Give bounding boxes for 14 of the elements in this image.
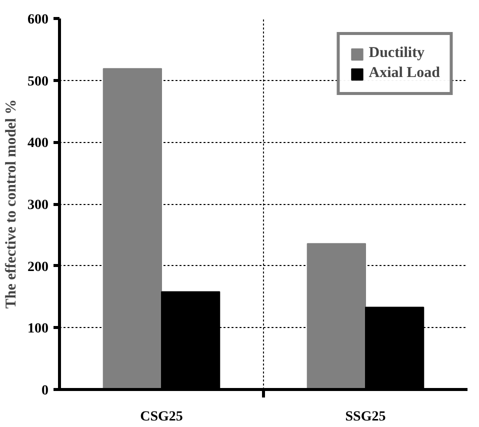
- y-tick-label: 200: [28, 260, 48, 275]
- y-tick-label: 0: [42, 384, 48, 398]
- y-tick-label: 300: [28, 198, 48, 213]
- y-tick-label: 600: [28, 12, 48, 28]
- bar: [102, 68, 162, 390]
- bar: [306, 243, 366, 390]
- legend-label: Ductility: [368, 45, 425, 62]
- y-tick-label: 500: [28, 74, 48, 90]
- legend-label: Axial Load: [368, 65, 440, 82]
- y-tick-label: 100: [28, 322, 48, 337]
- x-tick-label: SSG25: [345, 410, 386, 424]
- y-tick-label: 400: [28, 136, 48, 152]
- x-tick-label: CSG25: [140, 410, 183, 424]
- y-axis-title: The effective to control model %: [4, 99, 20, 309]
